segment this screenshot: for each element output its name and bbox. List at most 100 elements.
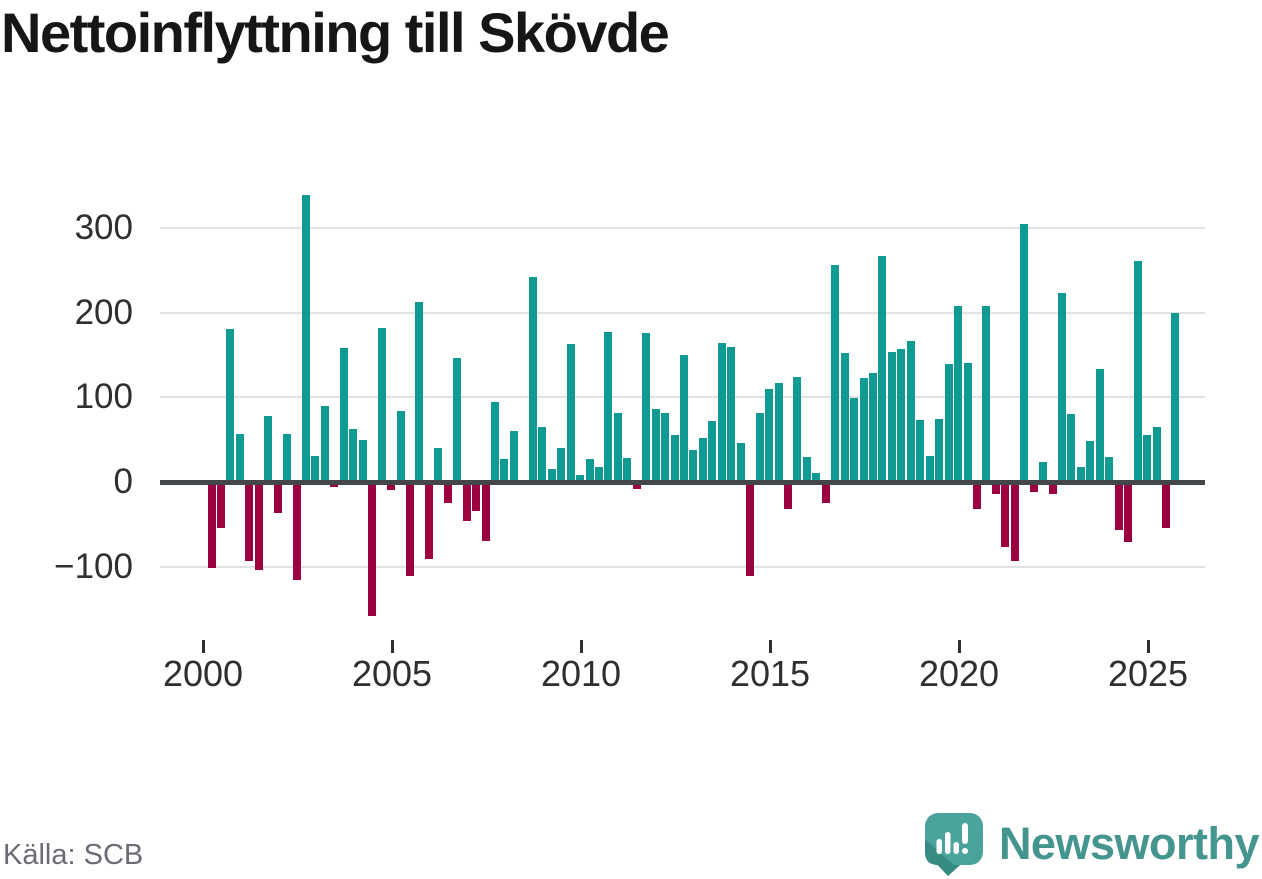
bar-2025-Q1	[1152, 426, 1161, 483]
bar-2009-Q3	[566, 343, 575, 483]
bar-2015-Q2	[783, 483, 792, 510]
x-axis-label: 2025	[1107, 653, 1189, 694]
bar-2012-Q1	[661, 412, 670, 483]
bar-2017-Q1	[850, 398, 859, 483]
bar-2016-Q3	[831, 265, 840, 483]
bar-2002-Q3	[302, 194, 310, 483]
x-axis-tick	[201, 640, 205, 653]
bar-2015-Q3	[793, 377, 802, 483]
bar-2019-Q1	[925, 455, 934, 483]
brand-logo: Newsworthy	[924, 812, 1260, 876]
bar-2020-Q4	[991, 483, 1000, 494]
bar-2023-Q4	[1105, 456, 1114, 483]
bar-2001-Q3	[264, 415, 273, 483]
bar-2025-Q2	[1161, 483, 1170, 528]
bar-2013-Q2	[708, 421, 717, 483]
y-gridline	[160, 312, 1205, 314]
bar-2024-Q1	[1114, 483, 1123, 530]
bar-2015-Q1	[774, 382, 783, 483]
brand-name: Newsworthy	[998, 818, 1260, 869]
y-axis-label: 100	[74, 377, 133, 416]
bar-2018-Q2	[897, 349, 906, 483]
bar-2011-Q1	[623, 458, 632, 483]
bar-2016-Q2	[821, 483, 830, 504]
x-axis-label: 2020	[918, 653, 1000, 694]
bar-2002-Q1	[283, 433, 292, 483]
newsworthy-logo-icon	[924, 813, 983, 876]
bar-2019-Q2	[935, 419, 944, 483]
bar-2004-Q4	[387, 483, 396, 490]
bar-2014-Q4	[765, 388, 774, 483]
bar-2023-Q3	[1095, 369, 1104, 483]
bar-2018-Q3	[906, 340, 915, 483]
bar-2002-Q4	[311, 455, 320, 483]
bar-2017-Q3	[869, 372, 877, 483]
bar-2016-Q1	[812, 472, 821, 483]
bar-2021-Q4	[1029, 483, 1038, 493]
bar-2005-Q4	[424, 483, 433, 560]
bar-2007-Q2	[481, 483, 490, 542]
x-axis-tick	[957, 640, 961, 653]
bar-2022-Q2	[1048, 483, 1057, 494]
bar-2020-Q2	[972, 483, 981, 510]
bar-2009-Q1	[547, 469, 556, 483]
bar-2004-Q2	[368, 483, 377, 616]
bar-2000-Q2	[216, 483, 225, 528]
bar-2012-Q3	[680, 354, 688, 483]
bar-2017-Q4	[878, 255, 887, 483]
bar-2013-Q4	[727, 347, 736, 483]
bar-2010-Q1	[585, 459, 594, 483]
bar-2003-Q1	[320, 405, 329, 483]
bar-2017-Q2	[859, 377, 868, 483]
bar-2014-Q1	[736, 443, 745, 483]
bar-2006-Q1	[434, 448, 443, 483]
bar-2008-Q1	[509, 431, 518, 483]
bar-2000-Q4	[235, 433, 244, 483]
x-axis-label: 2005	[351, 653, 433, 694]
source-label: Källa: SCB	[3, 839, 144, 871]
bar-2010-Q2	[594, 466, 603, 483]
bar-2007-Q3	[491, 401, 499, 483]
bar-2023-Q1	[1076, 466, 1085, 483]
bar-2003-Q2	[330, 483, 339, 488]
bar-2010-Q4	[613, 412, 622, 483]
bar-2020-Q1	[963, 363, 972, 483]
bar-2001-Q2	[254, 483, 263, 571]
bar-2016-Q4	[840, 353, 849, 483]
bar-2020-Q3	[982, 305, 991, 483]
bar-2005-Q1	[396, 410, 405, 483]
bar-2000-Q3	[226, 328, 235, 483]
bar-2011-Q4	[651, 409, 660, 483]
bar-2008-Q3	[528, 277, 537, 483]
bar-2006-Q2	[443, 483, 452, 504]
bar-2015-Q4	[802, 457, 811, 483]
bar-2022-Q4	[1067, 414, 1076, 483]
bar-2003-Q3	[339, 348, 348, 483]
bar-2012-Q4	[689, 449, 698, 483]
bar-2021-Q2	[1010, 483, 1019, 561]
bar-2005-Q3	[415, 302, 424, 483]
bar-2007-Q4	[500, 459, 509, 483]
bar-2024-Q2	[1124, 483, 1133, 543]
bar-2004-Q1	[358, 439, 367, 483]
bar-2022-Q1	[1039, 461, 1048, 483]
y-axis-label: 200	[74, 293, 133, 332]
bar-2003-Q4	[349, 428, 358, 483]
bar-2006-Q3	[453, 358, 462, 483]
bar-2009-Q2	[557, 448, 566, 483]
x-axis-label: 2010	[540, 653, 622, 694]
x-axis-tick	[579, 640, 583, 653]
bar-2006-Q4	[462, 483, 471, 522]
bar-2014-Q2	[746, 483, 755, 577]
chart-title: Nettoinflyttning till Skövde	[1, 1, 670, 64]
bar-2018-Q4	[916, 420, 925, 483]
bar-2022-Q3	[1058, 293, 1066, 483]
bar-2024-Q3	[1133, 260, 1142, 483]
y-gridline	[160, 566, 1205, 568]
x-axis-label: 2000	[162, 653, 244, 694]
y-axis-label: 0	[113, 462, 133, 501]
bar-2021-Q1	[1001, 483, 1010, 548]
bar-2013-Q3	[717, 343, 726, 483]
